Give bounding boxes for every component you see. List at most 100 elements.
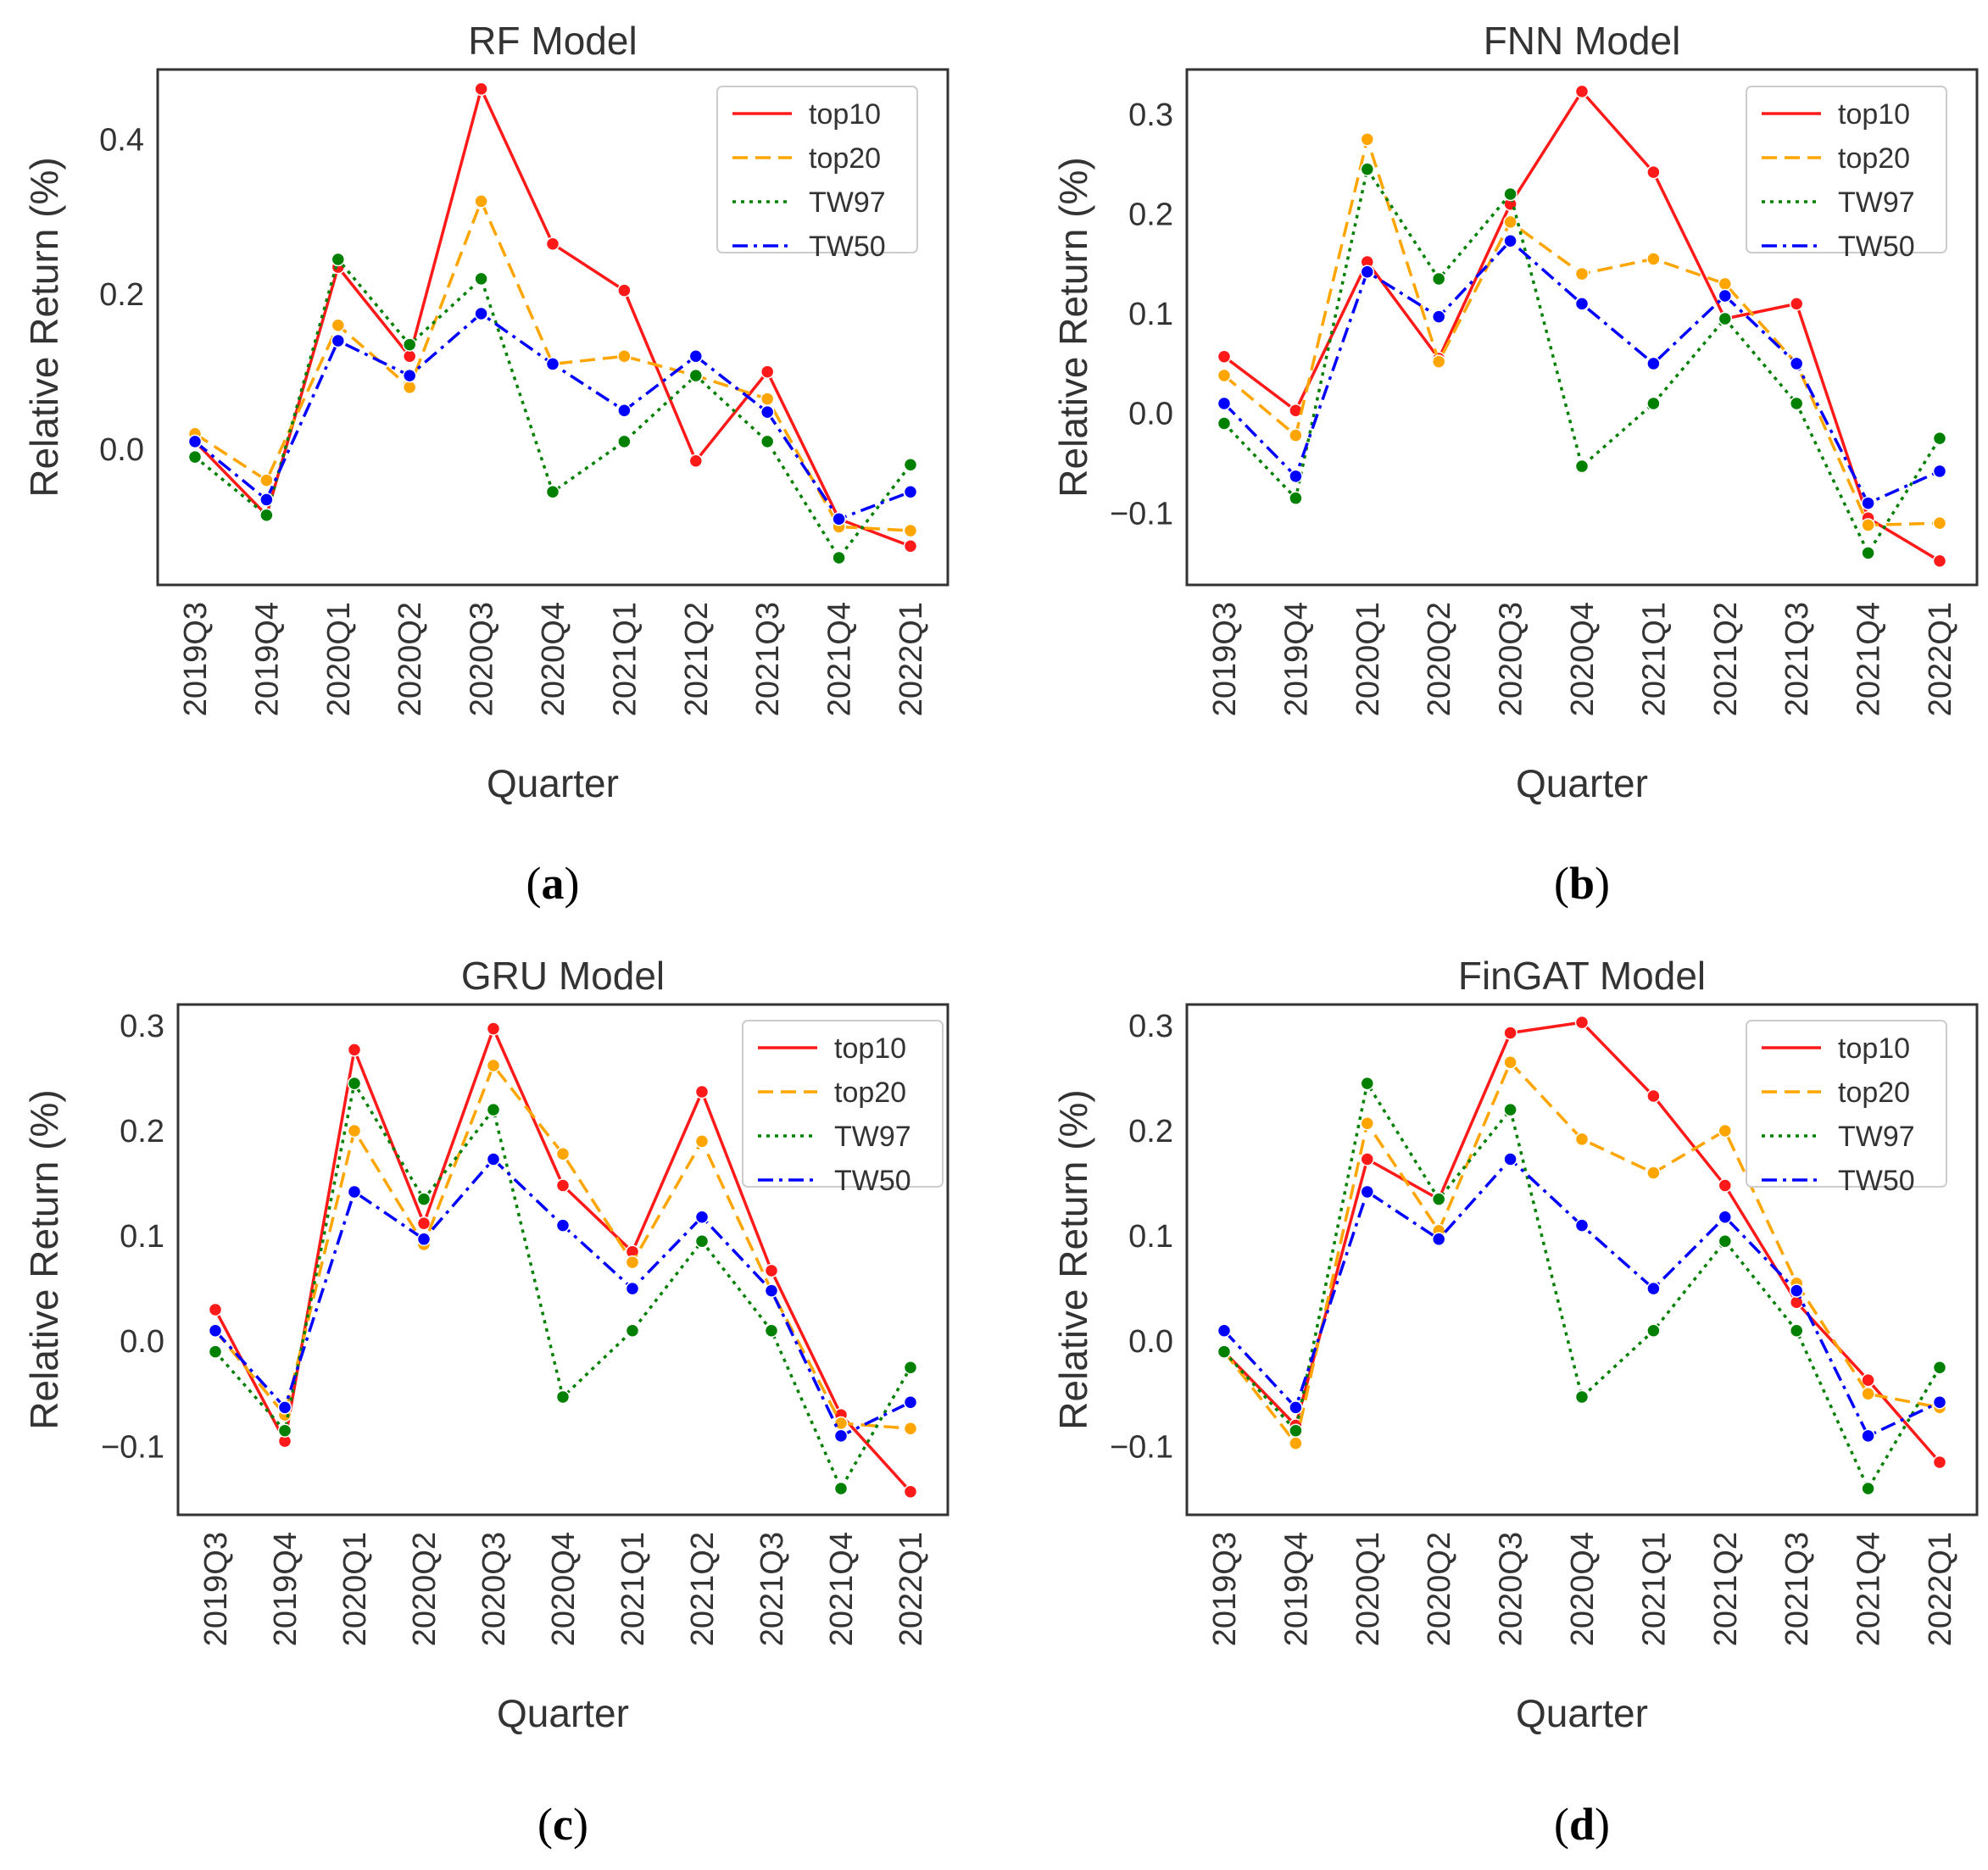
data-point-top20 bbox=[347, 1123, 362, 1138]
x-tick-label: 2020Q4 bbox=[1565, 602, 1601, 716]
data-point-tw50 bbox=[545, 357, 560, 371]
data-point-tw50 bbox=[1789, 1283, 1804, 1298]
x-tick-label: 2020Q4 bbox=[536, 602, 571, 716]
x-tick-label: 2021Q2 bbox=[1708, 1532, 1744, 1646]
data-point-tw50 bbox=[1431, 309, 1446, 324]
legend-label: top10 bbox=[1838, 98, 1910, 131]
x-tick-label: 2021Q3 bbox=[755, 1532, 790, 1646]
y-tick-label: 0.0 bbox=[1128, 1324, 1173, 1360]
data-point-top10 bbox=[1789, 297, 1804, 311]
data-point-tw97 bbox=[1789, 1323, 1804, 1338]
x-tick-label: 2021Q4 bbox=[822, 602, 858, 716]
legend-label: top20 bbox=[834, 1077, 906, 1109]
x-tick-label: 2020Q2 bbox=[407, 1532, 443, 1646]
x-axis-label: Quarter bbox=[497, 1691, 629, 1735]
data-point-tw97 bbox=[1646, 1323, 1661, 1338]
data-point-top10 bbox=[416, 1216, 432, 1231]
data-point-tw97 bbox=[625, 1323, 640, 1338]
y-tick-label: 0.1 bbox=[120, 1219, 164, 1255]
data-point-tw50 bbox=[1646, 1281, 1661, 1296]
data-point-top10 bbox=[1718, 1178, 1733, 1193]
x-tick-label: 2019Q4 bbox=[1278, 1532, 1314, 1646]
data-point-top10 bbox=[688, 454, 704, 468]
series-line-tw97 bbox=[1222, 1082, 1941, 1490]
data-point-top10 bbox=[208, 1302, 223, 1317]
data-point-top20 bbox=[1217, 368, 1232, 383]
data-point-top20 bbox=[694, 1134, 710, 1149]
data-point-tw97 bbox=[1789, 396, 1804, 411]
data-point-top20 bbox=[1289, 1436, 1303, 1450]
y-tick-label: 0.3 bbox=[1128, 97, 1173, 133]
data-point-top10 bbox=[474, 81, 488, 97]
data-point-tw50 bbox=[555, 1218, 571, 1233]
data-point-top20 bbox=[1289, 428, 1303, 442]
data-point-tw97 bbox=[208, 1344, 223, 1359]
series-line-top20 bbox=[214, 1064, 911, 1430]
x-tick-label: 2019Q4 bbox=[249, 602, 285, 716]
x-tick-label: 2019Q3 bbox=[178, 602, 214, 716]
x-axis-label: Quarter bbox=[1516, 761, 1648, 805]
chart-panel-c: GRU Model −0.1 0.0 0.1 0.2 0.3 2019Q3 2019Q4 202… bbox=[22, 954, 949, 1850]
data-point-tw97 bbox=[1574, 1389, 1590, 1405]
data-point-tw50 bbox=[1932, 1394, 1947, 1410]
data-point-tw97 bbox=[545, 485, 560, 499]
data-point-top10 bbox=[1861, 1372, 1875, 1388]
data-point-tw97 bbox=[259, 508, 274, 522]
y-tick-label: 0.0 bbox=[120, 1324, 164, 1360]
data-point-tw50 bbox=[1574, 1218, 1590, 1233]
x-tick-label: 2022Q1 bbox=[894, 1532, 929, 1646]
legend: top10 top20 TW97 TW50 bbox=[716, 86, 918, 263]
data-point-top10 bbox=[903, 1484, 918, 1499]
x-axis-label: Quarter bbox=[487, 761, 619, 805]
data-point-top20 bbox=[331, 318, 346, 332]
data-point-top20 bbox=[1718, 1123, 1733, 1138]
legend-box bbox=[1746, 86, 1947, 253]
x-tick-label: 2021Q2 bbox=[679, 602, 715, 716]
legend-box bbox=[1746, 1020, 1947, 1188]
x-tick-label: 2019Q3 bbox=[1207, 602, 1243, 716]
x-tick-label: 2020Q2 bbox=[393, 602, 428, 716]
data-point-tw97 bbox=[688, 368, 704, 383]
x-tick-label: 2019Q4 bbox=[1278, 602, 1314, 716]
data-point-tw97 bbox=[1861, 546, 1875, 560]
data-point-tw97 bbox=[1861, 1481, 1875, 1496]
data-point-tw50 bbox=[694, 1210, 710, 1224]
legend-label: top20 bbox=[1838, 1077, 1910, 1109]
legend: top10 top20 TW97 TW50 bbox=[1746, 1020, 1947, 1197]
legend-label: TW97 bbox=[1838, 186, 1915, 219]
plot-frame bbox=[1185, 1003, 1979, 1517]
data-point-tw97 bbox=[1289, 1423, 1303, 1438]
data-point-tw97 bbox=[764, 1323, 779, 1338]
data-point-top10 bbox=[760, 365, 775, 379]
legend-label: top20 bbox=[1838, 142, 1910, 175]
data-point-tw50 bbox=[347, 1184, 362, 1199]
data-point-tw97 bbox=[1431, 271, 1446, 287]
data-point-top10 bbox=[1646, 164, 1661, 180]
legend-label: TW50 bbox=[809, 231, 886, 263]
legend-box bbox=[716, 86, 918, 253]
data-point-tw97 bbox=[1217, 1344, 1232, 1359]
legend-label: TW97 bbox=[809, 186, 886, 219]
subfigure-caption: (b) bbox=[1554, 858, 1610, 909]
y-tick-label: 0.2 bbox=[1128, 198, 1173, 233]
x-tick-label: 2019Q3 bbox=[198, 1532, 234, 1646]
data-point-tw97 bbox=[1360, 1076, 1375, 1091]
data-point-tw97 bbox=[402, 337, 417, 352]
data-point-tw50 bbox=[1360, 1184, 1375, 1199]
data-point-tw97 bbox=[694, 1234, 710, 1249]
data-point-top10 bbox=[903, 539, 918, 554]
data-point-tw50 bbox=[760, 404, 775, 420]
x-tick-label: 2022Q1 bbox=[1923, 602, 1958, 716]
data-point-top10 bbox=[1217, 349, 1232, 364]
data-point-top10 bbox=[1932, 554, 1947, 569]
data-point-tw97 bbox=[1718, 1234, 1733, 1249]
y-axis-label: Relative Return (%) bbox=[1051, 157, 1095, 497]
plot-frame bbox=[176, 1003, 949, 1517]
data-point-tw50 bbox=[1360, 264, 1375, 279]
data-point-top10 bbox=[1503, 1026, 1517, 1040]
y-tick-label: −0.1 bbox=[1110, 1429, 1173, 1465]
legend-label: TW97 bbox=[1838, 1121, 1915, 1153]
y-tick-label: 0.1 bbox=[1128, 1219, 1173, 1255]
data-point-tw50 bbox=[1431, 1232, 1446, 1247]
data-point-top10 bbox=[694, 1084, 710, 1099]
